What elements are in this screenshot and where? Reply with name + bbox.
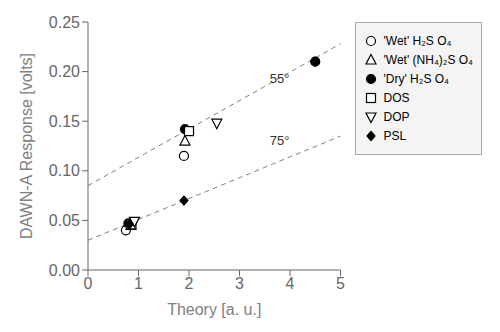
html-text:'Wet' H₂S O₄: 'Wet' H₂S O₄ (383, 34, 452, 48)
html-text:PSL: PSL (383, 129, 407, 143)
svg-text:3: 3 (235, 275, 244, 292)
svg-text:75°: 75° (270, 133, 290, 148)
svg-text:4: 4 (286, 275, 295, 292)
svg-text:0.05: 0.05 (49, 212, 80, 229)
svg-text:DAWN-A Response [volts]: DAWN-A Response [volts] (18, 53, 35, 239)
svg-text:0.25: 0.25 (49, 14, 80, 31)
svg-text:2: 2 (185, 275, 194, 292)
svg-text:0.10: 0.10 (49, 162, 80, 179)
svg-text:0: 0 (84, 275, 93, 292)
html-text:DOS: DOS (383, 91, 410, 105)
svg-text:0.00: 0.00 (49, 262, 80, 279)
svg-text:5: 5 (336, 275, 345, 292)
html-text:'Dry' H₂S O₄: 'Dry' H₂S O₄ (383, 72, 449, 86)
svg-text:55°: 55° (270, 71, 290, 86)
html-text:'Wet' (NH₄)₂S O₄: 'Wet' (NH₄)₂S O₄ (383, 53, 473, 67)
svg-text:Theory [a. u.]: Theory [a. u.] (167, 301, 261, 318)
html-text:DOP: DOP (383, 110, 410, 124)
svg-text:0.15: 0.15 (49, 113, 80, 130)
svg-text:1: 1 (134, 275, 143, 292)
svg-text:0.20: 0.20 (49, 63, 80, 80)
